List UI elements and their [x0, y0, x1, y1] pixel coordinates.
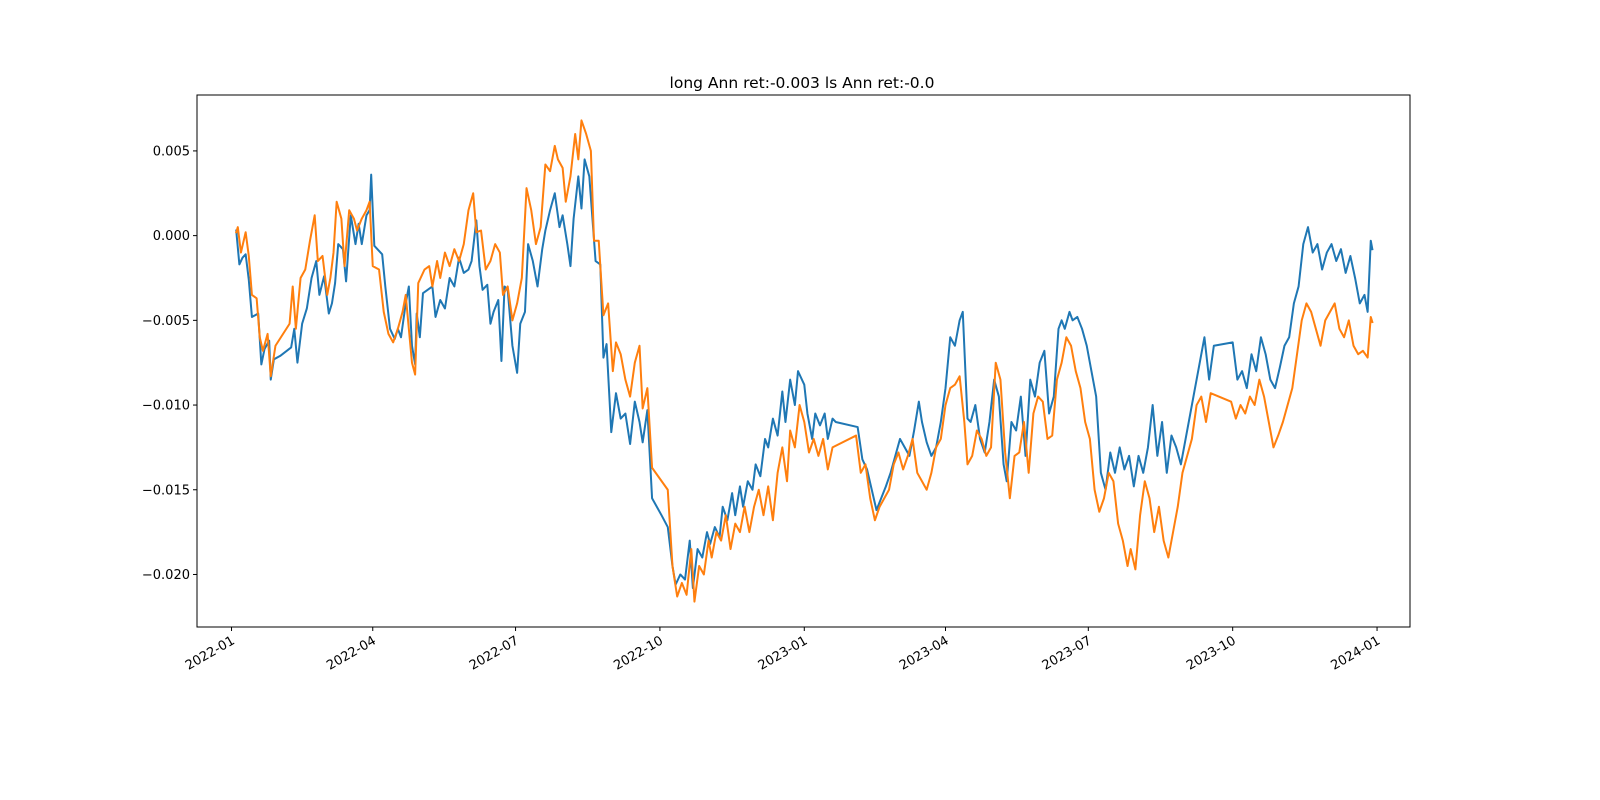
series-line-1 [235, 158, 1374, 590]
y-tick-label: 0.005 [153, 144, 190, 159]
y-tick-label: −0.015 [142, 483, 190, 498]
y-tick-label: 0.000 [153, 229, 190, 244]
plot-area-frame [196, 94, 1411, 628]
y-tick-label: −0.005 [142, 314, 190, 329]
plot-lines [234, 119, 1374, 603]
chart-title: long Ann ret:-0.003 ls Ann ret:-0.0 [670, 74, 935, 92]
y-tick-label: −0.010 [142, 399, 190, 414]
y-axis: 0.005 0.000 −0.005 −0.010 −0.015 −0.020 [142, 144, 197, 583]
y-tick-label: −0.020 [142, 568, 190, 583]
series-line-2 [234, 119, 1374, 603]
